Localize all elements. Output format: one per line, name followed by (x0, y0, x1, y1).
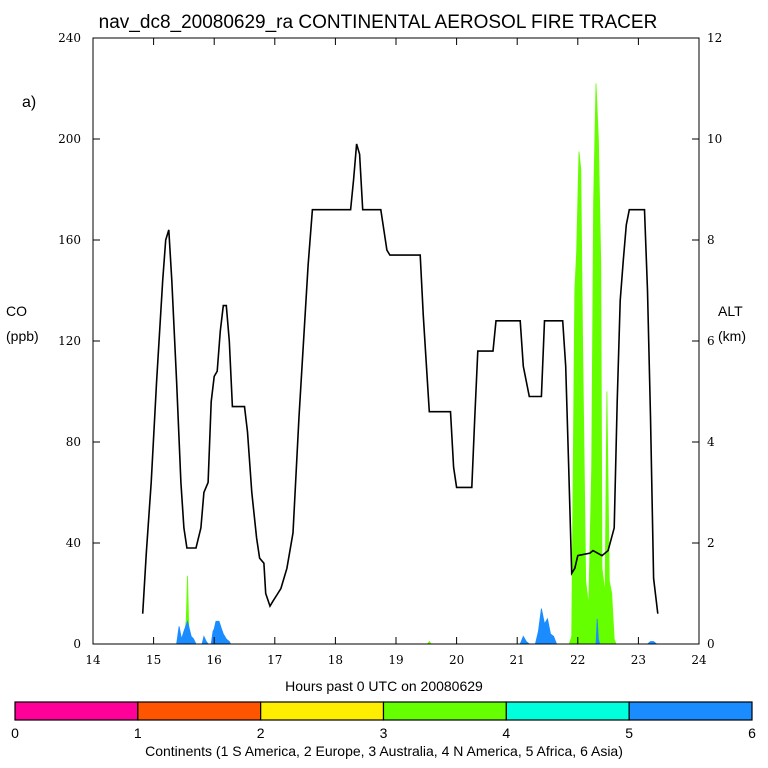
color-bar-segment (137, 701, 262, 721)
x-tick-label: 22 (570, 653, 585, 667)
x-tick-label: 24 (691, 653, 707, 667)
y-axis-right-label: ALT (km) (718, 303, 746, 344)
y-left-label-line2: (ppb) (6, 328, 39, 344)
y2-tick-label: 2 (707, 536, 715, 550)
color-bar-tick-label: 5 (625, 725, 633, 741)
color-bar-tick-label: 4 (502, 725, 510, 741)
y-tick-label: 40 (66, 536, 81, 550)
y2-tick-label: 4 (707, 435, 715, 449)
y-left-label-line1: CO (6, 303, 27, 319)
y2-tick-label: 12 (707, 31, 722, 45)
x-tick-label: 19 (388, 653, 403, 667)
continent-bar-label: Continents (1 S America, 2 Europe, 3 Aus… (145, 743, 623, 759)
continent-color-bar: 0 1 2 3 4 5 6 (11, 701, 756, 741)
color-bar-segment (260, 701, 385, 721)
y2-tick-label: 0 (707, 637, 715, 651)
x-tick-label: 21 (510, 653, 525, 667)
color-bar-tick-label: 1 (134, 725, 142, 741)
altitude-line (141, 143, 659, 614)
x-tick-label: 16 (207, 653, 222, 667)
y-tick-label: 0 (73, 637, 81, 651)
x-tick-label: 20 (449, 653, 464, 667)
tracer-area-1 (183, 83, 617, 645)
color-bar-tick-label: 2 (257, 725, 265, 741)
y-tick-label: 200 (58, 132, 81, 146)
panel-label: a) (22, 94, 36, 111)
series-layer (141, 83, 659, 645)
y-axis-left-label: CO (ppb) (6, 303, 39, 344)
y2-tick-label: 6 (707, 334, 715, 348)
color-bar-segment (505, 701, 630, 721)
y-tick-label: 160 (58, 233, 81, 247)
x-tick-label: 23 (631, 653, 646, 667)
x-tick-label: 17 (267, 653, 282, 667)
y-tick-label: 80 (66, 435, 81, 449)
color-bar-tick-label: 6 (748, 725, 756, 741)
ticks-layer: 14 15 16 17 18 19 20 21 22 23 24040801201602002400… (58, 31, 722, 667)
color-bar-tick-label: 0 (11, 725, 19, 741)
x-tick-label: 18 (328, 653, 343, 667)
y2-tick-label: 10 (707, 132, 722, 146)
x-tick-label: 15 (146, 653, 161, 667)
color-bar-segment (628, 701, 753, 721)
color-bar-segment (382, 701, 507, 721)
y-right-label-line2: (km) (718, 328, 746, 344)
color-bar-segment (14, 701, 139, 721)
y2-tick-label: 8 (707, 233, 715, 247)
chart-title: nav_dc8_20080629_ra CONTINENTAL AEROSOL … (99, 12, 658, 33)
y-tick-label: 240 (58, 31, 81, 45)
y-tick-label: 120 (58, 334, 81, 348)
x-axis-label: Hours past 0 UTC on 20080629 (285, 678, 483, 694)
y-right-label-line1: ALT (718, 303, 743, 319)
plot-frame (92, 37, 700, 645)
color-bar-tick-label: 3 (380, 725, 388, 741)
x-tick-label: 14 (85, 653, 101, 667)
